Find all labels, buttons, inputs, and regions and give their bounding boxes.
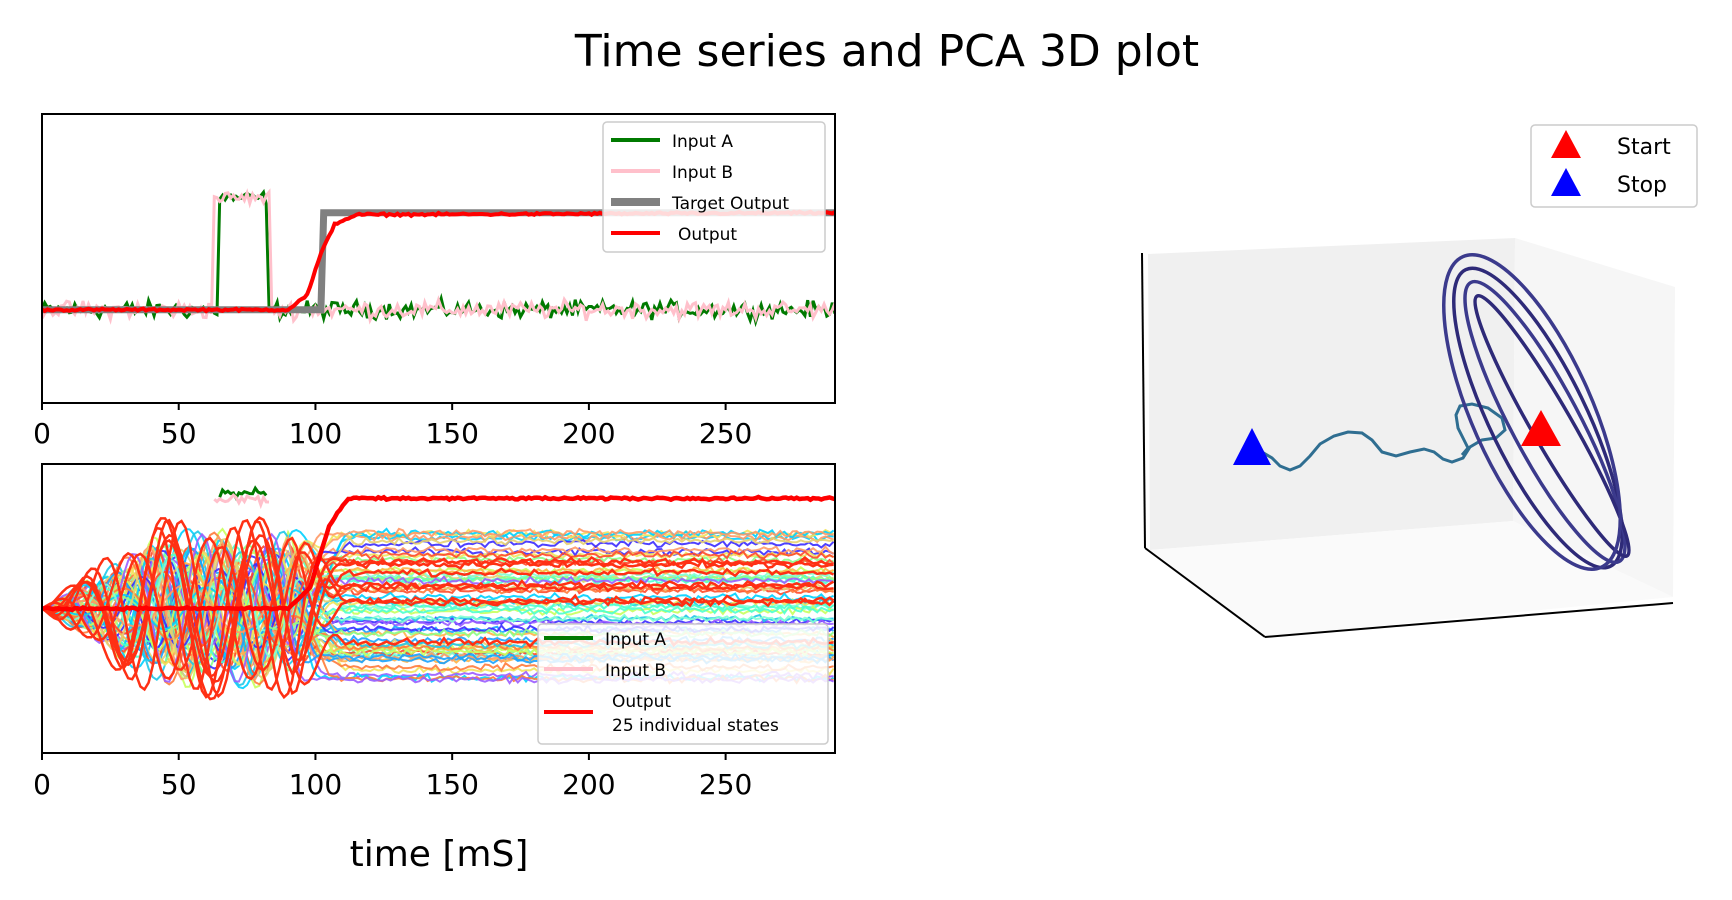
series-individual-state <box>42 539 834 679</box>
legend-label-individual-states: 25 individual states <box>612 716 779 736</box>
legend-label-start: Start <box>1617 135 1671 160</box>
x-tick-label: 200 <box>562 768 615 801</box>
x-tick-label: 0 <box>33 417 51 450</box>
x-tick-label: 250 <box>699 417 752 450</box>
axis-3d-depth <box>1144 547 1266 638</box>
legend-stop-icon <box>1551 168 1581 196</box>
panel-pca-3d: Start Stop <box>1141 124 1698 638</box>
start-marker <box>1521 410 1561 446</box>
legend-label-input-b-bottom: Input B <box>605 661 666 681</box>
legend-top-box <box>602 121 826 253</box>
series-individual-state <box>42 562 834 655</box>
legend-label-output: Output <box>678 225 737 245</box>
x-tick-label: 150 <box>425 768 478 801</box>
x-tick-label: 50 <box>161 768 197 801</box>
legend-label-target-output: Target Output <box>671 194 789 214</box>
series-individual-state <box>42 545 835 672</box>
series-individual-state <box>42 526 835 692</box>
legend-label-input-a-bottom: Input A <box>605 630 666 650</box>
series-individual-state <box>42 553 835 664</box>
x-axis-label: time [mS] <box>350 834 529 875</box>
legend-3d: Start Stop <box>1530 124 1698 208</box>
panel-top-frame <box>41 113 836 404</box>
legend-label-input-b: Input B <box>672 163 733 183</box>
legend-label-stop: Stop <box>1617 173 1667 198</box>
panel-bottom-frame <box>41 463 836 754</box>
figure-title: Time series and PCA 3D plot <box>574 26 1199 77</box>
legend-top: Input A Input B Target Output Output <box>602 121 826 253</box>
series-individual-state <box>42 558 834 659</box>
series-individual-state <box>42 536 835 681</box>
x-tick-label: 100 <box>289 417 342 450</box>
series-input-b-bottom <box>213 492 270 510</box>
panel-top-timeseries: 0 50 100 150 200 250 Input A Input B Target O… <box>33 113 836 450</box>
x-tick-label: 100 <box>289 768 342 801</box>
stop-marker <box>1233 428 1271 465</box>
pane-back <box>1148 238 1515 550</box>
trajectory-limit-cycle <box>1452 266 1624 570</box>
legend-start-icon <box>1551 130 1581 158</box>
trajectory-transient <box>1261 402 1507 472</box>
x-tick-label: 50 <box>161 417 197 450</box>
series-input-a-bottom <box>218 485 268 502</box>
trajectory-limit-cycle <box>1463 279 1627 565</box>
legend-label-input-a: Input A <box>672 132 733 152</box>
axis-3d-horizontal <box>1264 602 1674 638</box>
series-individual-state <box>42 569 834 648</box>
series-individual-state <box>42 569 834 648</box>
x-tick-label: 250 <box>699 768 752 801</box>
trajectory-limit-cycle <box>1442 253 1622 571</box>
x-tick-label: 0 <box>33 768 51 801</box>
axis-3d-vertical <box>1141 252 1146 549</box>
x-tick-label: 150 <box>425 417 478 450</box>
x-tick-label: 200 <box>562 417 615 450</box>
legend-bottom-box <box>537 623 829 745</box>
series-individual-state <box>42 518 834 700</box>
panel-bottom-timeseries: 0 50 100 150 200 250 time [mS] Input A Input … <box>33 463 836 875</box>
pane-floor <box>1150 521 1673 637</box>
series-input-b <box>42 188 835 325</box>
legend-bottom: Input A Input B Output 25 individual sta… <box>537 623 829 745</box>
legend-label-output-bottom: Output <box>612 692 671 712</box>
series-output-bottom <box>42 494 835 613</box>
